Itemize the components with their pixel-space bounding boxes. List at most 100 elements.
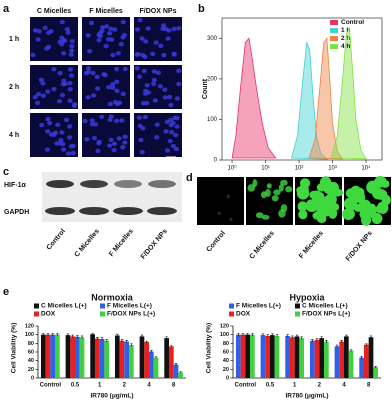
nucleus xyxy=(92,122,99,127)
bar xyxy=(99,339,105,378)
bar xyxy=(124,341,130,378)
nucleus xyxy=(107,31,113,36)
nucleus xyxy=(144,83,150,88)
error-bar xyxy=(374,366,377,369)
nucleus xyxy=(119,118,125,123)
cell xyxy=(247,184,256,192)
nucleus xyxy=(61,51,67,56)
nucleus xyxy=(48,29,54,34)
error-bar xyxy=(91,333,94,336)
x-tick-label: 10⁴ xyxy=(361,165,371,172)
nucleus xyxy=(115,51,121,56)
nucleus xyxy=(67,67,74,72)
nucleus xyxy=(168,102,174,108)
bar xyxy=(240,334,246,378)
nucleus xyxy=(35,91,42,97)
nucleus xyxy=(59,35,65,40)
error-bar xyxy=(251,333,254,336)
cell xyxy=(326,202,340,212)
nucleus xyxy=(151,69,157,74)
nucleus xyxy=(85,33,91,38)
x-tick-label: 0.5 xyxy=(71,383,80,389)
blot-band xyxy=(148,180,176,188)
error-bar xyxy=(105,339,108,343)
legend-swatch xyxy=(295,303,300,309)
nucleus xyxy=(145,90,152,95)
nucleus xyxy=(68,73,75,78)
nucleus xyxy=(71,103,77,108)
nucleus xyxy=(65,30,71,35)
nucleus xyxy=(67,87,73,92)
nucleus xyxy=(158,43,164,49)
nucleus xyxy=(70,150,76,156)
bar xyxy=(50,334,56,378)
error-bar xyxy=(120,339,124,343)
cell xyxy=(305,200,319,212)
y-tick-label: 0 xyxy=(226,375,229,381)
panel-letter: e xyxy=(3,286,9,298)
legend-label: DOX xyxy=(236,311,251,318)
cell xyxy=(273,189,281,196)
nucleus xyxy=(95,148,101,154)
bar xyxy=(79,337,85,378)
error-bar xyxy=(360,356,363,359)
nucleus xyxy=(40,93,47,98)
nucleus xyxy=(105,85,112,90)
nucleus xyxy=(142,54,148,60)
y-tick-label: 20 xyxy=(28,367,34,373)
histogram-area xyxy=(231,37,277,159)
nucleus xyxy=(120,91,126,97)
nucleus xyxy=(137,17,143,23)
bar xyxy=(75,336,80,378)
nucleus xyxy=(173,132,179,138)
bar xyxy=(164,338,169,378)
nucleus xyxy=(89,118,95,123)
nucleus xyxy=(113,118,120,124)
nucleus xyxy=(157,84,163,89)
nucleus xyxy=(40,81,46,86)
nucleus xyxy=(150,51,156,57)
error-bar xyxy=(66,333,70,337)
nucleus xyxy=(107,143,113,148)
nucleus xyxy=(96,32,102,38)
cell xyxy=(374,189,388,200)
nucleus xyxy=(122,140,128,145)
legend-swatch xyxy=(34,303,39,309)
nucleus xyxy=(174,96,181,101)
nucleus xyxy=(90,93,97,98)
nucleus xyxy=(60,81,67,87)
y-tick-label: 40 xyxy=(28,358,34,364)
nucleus xyxy=(170,121,176,126)
blot-band xyxy=(114,180,142,188)
x-tick-label: 0.5 xyxy=(266,383,275,389)
chart-title: Normoxia xyxy=(91,292,134,302)
row-label: 4 h xyxy=(9,132,19,139)
nucleus xyxy=(99,114,105,120)
bar xyxy=(270,335,275,378)
bar xyxy=(245,334,251,378)
nucleus xyxy=(45,89,51,94)
legend-swatch xyxy=(229,311,234,317)
nucleus xyxy=(168,129,175,135)
nucleus xyxy=(45,129,51,134)
nucleus xyxy=(94,86,101,91)
band-label: HIF-1α xyxy=(4,182,27,189)
bar xyxy=(363,344,369,378)
legend-label: F/DOX NPs L(+) xyxy=(302,311,350,318)
error-bar xyxy=(291,335,294,339)
bar xyxy=(104,340,110,378)
nucleus xyxy=(135,52,141,57)
blot-band xyxy=(46,180,74,188)
nucleus xyxy=(116,136,122,141)
nucleus xyxy=(59,19,65,25)
nucleus xyxy=(140,126,146,131)
nucleus xyxy=(120,145,126,150)
nucleus xyxy=(44,147,50,152)
error-bar xyxy=(325,340,328,343)
nucleus xyxy=(116,100,123,105)
bar xyxy=(139,336,145,378)
cell xyxy=(226,194,230,199)
error-bar xyxy=(311,339,314,343)
